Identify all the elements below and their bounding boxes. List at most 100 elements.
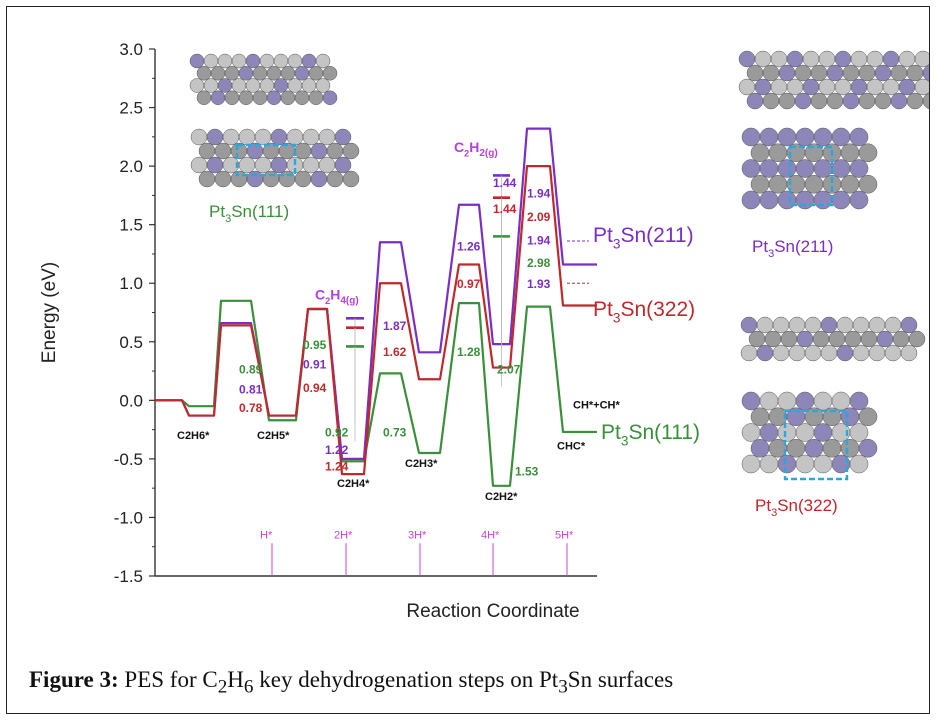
atom [831,159,851,178]
atom [214,170,232,188]
atom [214,142,232,160]
atom [740,316,758,334]
atom [759,190,779,210]
y-tick-label: 1.5 [119,216,143,235]
atom [750,175,770,194]
atom [759,423,779,442]
atom [315,53,331,69]
atom [750,407,770,426]
atom [849,159,869,178]
atom [224,90,240,105]
hydrogen-mark-label: 5H* [555,530,574,542]
intermediate-label: C2H2* [485,491,518,503]
atom [770,78,788,96]
atom [840,175,860,194]
atom [796,330,814,348]
atom [750,143,770,162]
atom [804,175,824,194]
atom [310,142,328,160]
atom [898,50,916,68]
atom [890,64,908,82]
atom [849,127,869,147]
atom [334,156,352,174]
atom [778,64,796,82]
barrier-label: 0.97 [457,277,481,291]
atom [813,159,833,178]
barrier-label: 0.81 [239,382,263,396]
atom [828,330,846,348]
atom [318,156,336,174]
atom [254,156,272,174]
atom [858,64,876,82]
atom [777,423,797,442]
y-tick-label: -0.5 [114,450,143,469]
atom [777,454,797,474]
atom [777,159,797,178]
atom [196,66,212,81]
x-axis-label: Reaction Coordinate [406,601,579,622]
atom [342,170,360,188]
atom [222,128,240,146]
atom [190,156,208,174]
atom [813,391,833,411]
atom [842,64,860,82]
atom [831,127,851,147]
atom [759,454,779,474]
surface-caption: Pt3Sn(322) [755,496,838,519]
atom [252,66,268,81]
atom [294,66,310,81]
atom [810,64,828,82]
surface-111-side [190,128,360,188]
atom [280,90,296,105]
active-site-box [783,409,849,481]
atom [210,66,226,81]
barrier-label: 1.62 [383,345,407,359]
intermediate-label: C2H4* [337,478,370,490]
barrier-label: 0.89 [239,362,263,376]
barrier-label: 0.94 [303,381,327,395]
atom [906,64,924,82]
atom [741,423,761,442]
atom [834,50,852,68]
barrier-label: 2.07 [497,362,521,376]
atom [836,344,854,362]
atom [850,78,868,96]
atom [294,170,312,188]
atom [270,156,288,174]
atom [741,127,761,147]
atom [813,190,833,210]
caption-sub-b: 6 [243,676,254,698]
atom [820,344,838,362]
y-tick-label: 3.0 [119,40,143,59]
barrier-label: 1.22 [325,443,349,457]
y-tick-label: 0.5 [119,333,143,352]
atom [764,330,782,348]
atom [786,78,804,96]
barrier-label: 1.87 [383,319,407,333]
atom [762,64,780,82]
barrier-label: 0.73 [383,426,407,440]
atom [858,92,876,110]
surface-322-side [741,391,878,474]
y-tick-label: 2.0 [119,157,143,176]
atom [315,78,331,93]
atom [190,128,208,146]
atom [210,90,226,105]
figure-frame: 3.0 2.5 2.0 1.5 1.0 0.5 0.0 -0.5 -1.0 -1.5 Energy … [6,6,930,714]
atom [266,66,282,81]
atom [802,50,820,68]
atom [270,128,288,146]
atom [836,316,854,334]
atom [772,316,790,334]
atom [813,423,833,442]
atom [301,53,317,69]
atom [813,127,833,147]
atom [849,454,869,474]
atom [308,66,324,81]
atom [914,50,929,68]
series-label: Pt3Sn(111) [601,421,700,448]
intermediate-label: C2H3* [405,458,438,470]
atom [849,190,869,210]
atom [788,344,806,362]
gas-label-c2h2: C2H2(g) [454,139,498,159]
